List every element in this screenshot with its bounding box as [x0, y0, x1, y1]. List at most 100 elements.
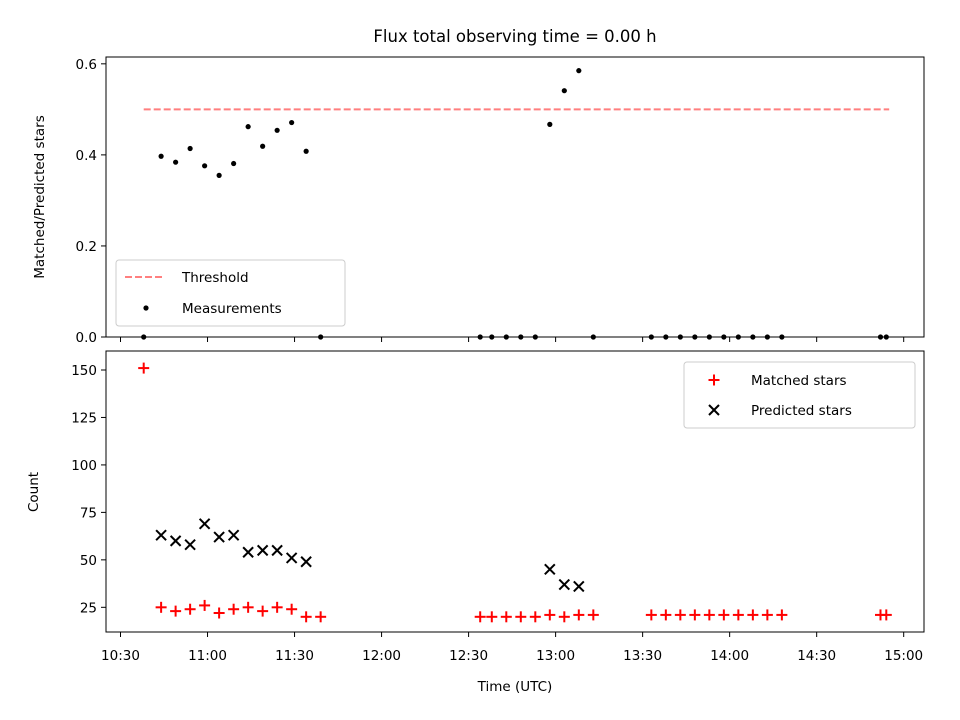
measurement-point: [216, 172, 222, 178]
legend-predicted-label: Predicted stars: [751, 403, 852, 419]
x-axis-label: Time (UTC): [477, 679, 553, 695]
x-tick-label: 13:00: [536, 648, 575, 664]
matched-star-point: [544, 609, 556, 621]
x-tick-label: 10:30: [101, 648, 140, 664]
top-plot: 0.0 0.2 0.4 0.6 Threshold Measurements: [76, 56, 925, 346]
matched-star-point: [500, 611, 512, 623]
top-y-tick-label: 0.6: [76, 57, 97, 73]
predicted-star-point-b: [285, 552, 298, 564]
predicted-star-point-b: [558, 578, 571, 591]
matched-star-point: [732, 609, 744, 621]
measurement-point: [274, 127, 280, 133]
legend-predicted-swatch: [708, 404, 720, 416]
matched-star-point: [747, 609, 759, 621]
matched-star-point: [300, 611, 312, 623]
matched-star-point: [880, 609, 892, 621]
matched-star-point: [689, 609, 701, 621]
predicted-star-point-b: [271, 544, 283, 557]
matched-star-point: [155, 601, 167, 613]
matched-star-point: [645, 609, 657, 621]
bottom-y-axis-label: Count: [26, 472, 42, 512]
matched-star-point: [138, 362, 150, 374]
x-tick-label: 14:00: [710, 648, 749, 664]
measurement-point: [231, 160, 237, 167]
predicted-star-point-b: [198, 518, 211, 530]
measurement-point: [260, 143, 266, 149]
predicted-star-point: [227, 529, 240, 541]
predicted-star-point-b: [155, 529, 167, 541]
legend-predicted-swatch-b: [708, 404, 720, 416]
bottom-y-tick-label: 25: [80, 600, 97, 616]
bottom-y-tick-label: 100: [71, 458, 97, 474]
x-tick-label: 11:00: [188, 648, 227, 664]
predicted-star-point-b: [227, 529, 240, 541]
measurement-point: [576, 68, 582, 74]
measurement-point: [303, 148, 309, 154]
predicted-star-point: [300, 556, 312, 568]
matched-star-point: [213, 607, 225, 619]
predicted-star-point: [271, 544, 283, 557]
matched-star-point: [573, 609, 585, 621]
matched-star-point: [315, 611, 327, 623]
predicted-star-point: [558, 578, 571, 591]
matched-star-point: [776, 609, 788, 621]
legend-matched-swatch: [708, 374, 720, 386]
predicted-star-point: [155, 529, 167, 541]
matched-star-point: [242, 601, 254, 613]
matched-star-point: [761, 609, 773, 621]
matched-star-point: [257, 605, 269, 617]
top-y-tick-label: 0.2: [76, 239, 97, 255]
x-tick-label: 13:30: [623, 648, 662, 664]
x-tick-label: 15:00: [884, 648, 923, 664]
matched-star-point: [199, 599, 211, 611]
matched-star-point: [558, 611, 570, 623]
matched-star-point: [587, 609, 599, 621]
matched-star-point: [286, 603, 298, 615]
bottom-y-tick-label: 75: [80, 505, 97, 521]
matched-star-point: [515, 611, 527, 623]
predicted-star-point: [285, 552, 298, 564]
predicted-star-point: [573, 580, 585, 593]
measurement-point: [561, 88, 567, 94]
predicted-star-point-b: [573, 580, 585, 593]
matched-star-point: [718, 609, 730, 621]
measurement-point: [202, 163, 208, 169]
bottom-legend-frame: [683, 361, 916, 429]
matched-star-point: [660, 609, 672, 621]
matched-star-point: [474, 611, 486, 623]
bottom-plot-frame: [105, 350, 925, 633]
matched-star-point: [703, 609, 715, 621]
predicted-star-point: [198, 518, 211, 530]
measurement-point: [289, 119, 295, 126]
predicted-star-point: [544, 563, 556, 576]
x-tick-label: 11:30: [275, 648, 314, 664]
matched-star-point: [486, 611, 498, 623]
predicted-star-point: [242, 546, 254, 558]
top-y-tick-label: 0.4: [76, 148, 97, 164]
top-plot-frame: [105, 56, 925, 338]
predicted-star-point: [213, 531, 225, 543]
top-y-axis-label: Matched/Predicted stars: [32, 115, 48, 278]
matched-star-point: [674, 609, 686, 621]
x-tick-label: 12:00: [362, 648, 401, 664]
bottom-legend: Matched stars Predicted stars: [683, 361, 916, 429]
predicted-star-point-b: [169, 535, 182, 547]
matched-star-point: [529, 611, 541, 623]
legend-measurement-swatch: [143, 305, 149, 311]
predicted-star-point-b: [184, 538, 196, 551]
legend-matched-label: Matched stars: [751, 373, 847, 389]
measurement-point: [173, 159, 179, 165]
x-tick-label: 14:30: [797, 648, 836, 664]
bottom-y-tick-label: 50: [80, 553, 97, 569]
bottom-y-tick-label: 150: [71, 363, 97, 379]
legend-measurements-label: Measurements: [182, 301, 282, 317]
measurement-point: [187, 145, 193, 152]
predicted-star-point-b: [256, 544, 269, 557]
top-y-tick-label: 0.0: [76, 330, 97, 346]
matched-star-point: [184, 603, 196, 615]
measurement-point: [547, 121, 553, 127]
matched-star-point: [271, 601, 283, 613]
matched-star-point: [228, 603, 240, 615]
chart-title: Flux total observing time = 0.00 h: [373, 27, 656, 46]
